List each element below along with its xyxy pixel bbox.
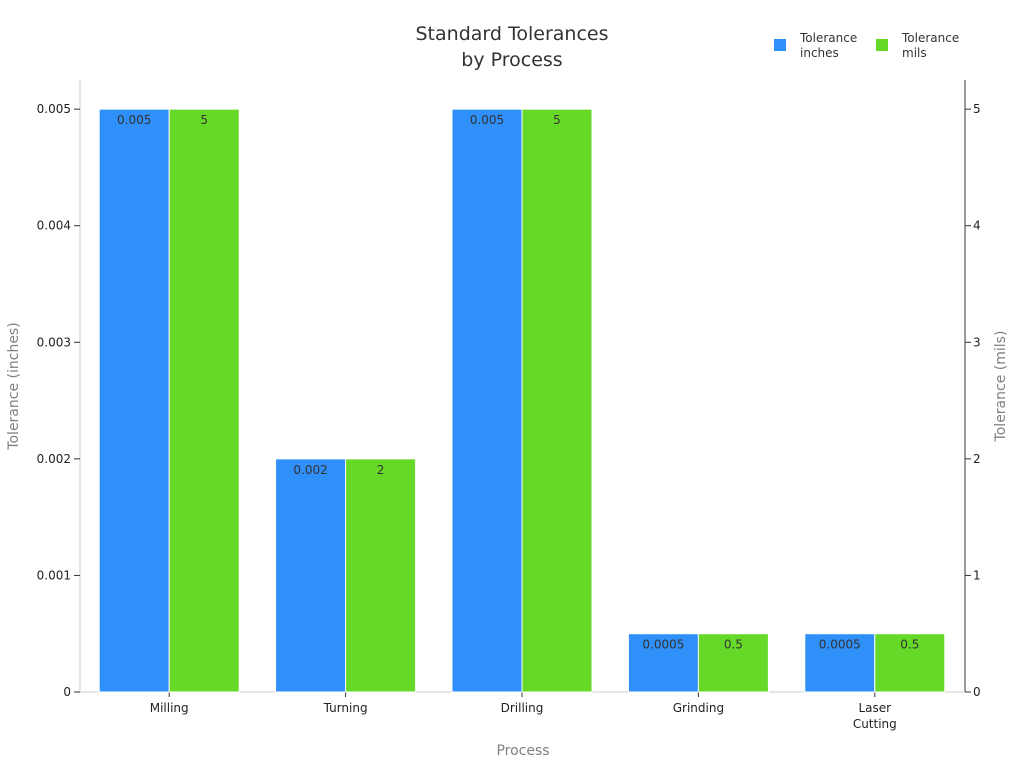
bar-mils xyxy=(521,108,593,693)
bar-value-label: 0.5 xyxy=(900,638,919,652)
x-tick-label: Drilling xyxy=(501,701,544,715)
left-tick-label: 0.005 xyxy=(37,102,71,116)
right-tick-label: 3 xyxy=(973,335,981,349)
bar-mils xyxy=(168,108,240,693)
left-axis-title: Tolerance (inches) xyxy=(6,322,22,450)
legend-swatch xyxy=(774,39,786,51)
bar-value-label: 0.005 xyxy=(470,113,504,127)
data-labels: 0.005 5 0.002 2 0.005 5 0.0005 0.5 0.0005 0.5 xyxy=(117,113,919,652)
chart-title-line: Standard Tolerances xyxy=(416,23,609,45)
bar-mils xyxy=(345,458,417,693)
bar-inches xyxy=(275,458,347,693)
left-tick-label: 0.001 xyxy=(37,568,71,582)
bar-value-label: 5 xyxy=(200,113,208,127)
right-tick-label: 2 xyxy=(973,452,981,466)
x-tick-label: Cutting xyxy=(853,717,897,731)
right-tick-label: 0 xyxy=(973,685,981,699)
x-tick-label: Milling xyxy=(150,701,189,715)
legend-label: Tolerance xyxy=(901,31,959,45)
right-tick-label: 1 xyxy=(973,568,981,582)
left-tick-label: 0 xyxy=(63,685,71,699)
legend-swatch xyxy=(876,39,888,51)
bar-inches xyxy=(451,108,523,693)
bar-inches xyxy=(804,633,876,693)
bar-mils xyxy=(874,633,946,693)
bar-inches xyxy=(627,633,699,693)
right-axis-title: Tolerance (mils) xyxy=(993,331,1009,443)
left-tick-label: 0.004 xyxy=(37,219,71,233)
legend-label: inches xyxy=(800,46,839,60)
x-tick-label: Grinding xyxy=(673,701,724,715)
legend-label: Tolerance xyxy=(799,31,857,45)
chart-title-line: by Process xyxy=(461,49,562,71)
bar-value-label: 0.002 xyxy=(293,463,327,477)
bar-value-label: 0.5 xyxy=(724,638,743,652)
bar-value-label: 0.005 xyxy=(117,113,151,127)
right-tick-label: 4 xyxy=(973,219,981,233)
axes: 0 0.001 0.002 0.003 0.004 0.005 0 1 2 3 4 5 Toleranc… xyxy=(6,80,1009,759)
x-tick-label: Turning xyxy=(323,701,368,715)
x-axis-title: Process xyxy=(496,743,549,759)
bar-value-label: 0.0005 xyxy=(819,638,861,652)
x-tick-label: Laser xyxy=(858,701,891,715)
bars xyxy=(98,108,946,693)
left-tick-label: 0.003 xyxy=(37,335,71,349)
bar-value-label: 0.0005 xyxy=(642,638,684,652)
bar-mils xyxy=(697,633,769,693)
bar-value-label: 2 xyxy=(377,463,385,477)
right-tick-label: 5 xyxy=(973,102,981,116)
bar-inches xyxy=(98,108,170,693)
left-tick-label: 0.002 xyxy=(37,452,71,466)
bar-value-label: 5 xyxy=(553,113,561,127)
chart-title: Standard Tolerances by Process xyxy=(416,23,609,71)
legend-label: mils xyxy=(902,46,927,60)
